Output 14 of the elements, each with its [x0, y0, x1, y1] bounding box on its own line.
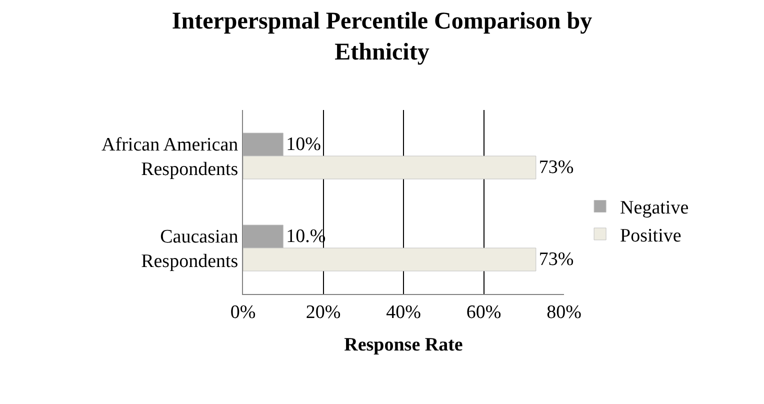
x-tick-label: 40%: [386, 302, 422, 323]
data-label: 73%: [538, 157, 574, 178]
x-axis-title: Response Rate: [344, 334, 463, 356]
legend-label: Positive: [620, 225, 682, 246]
chart-title: Interperspmal Percentile Comparison by Ethnicity: [172, 8, 592, 66]
y-tick-label: Caucasian Respondents: [141, 226, 239, 272]
y-tick-label: African American Respondents: [102, 134, 239, 180]
x-tick-label: 20%: [306, 302, 341, 323]
data-label: 73%: [538, 249, 574, 270]
x-tick-label: 60%: [466, 302, 502, 323]
legend-label: Negative: [620, 198, 689, 219]
x-tick-label: 80%: [546, 302, 582, 323]
data-label: 10%: [286, 134, 322, 155]
x-tick-label: 0%: [230, 302, 256, 323]
